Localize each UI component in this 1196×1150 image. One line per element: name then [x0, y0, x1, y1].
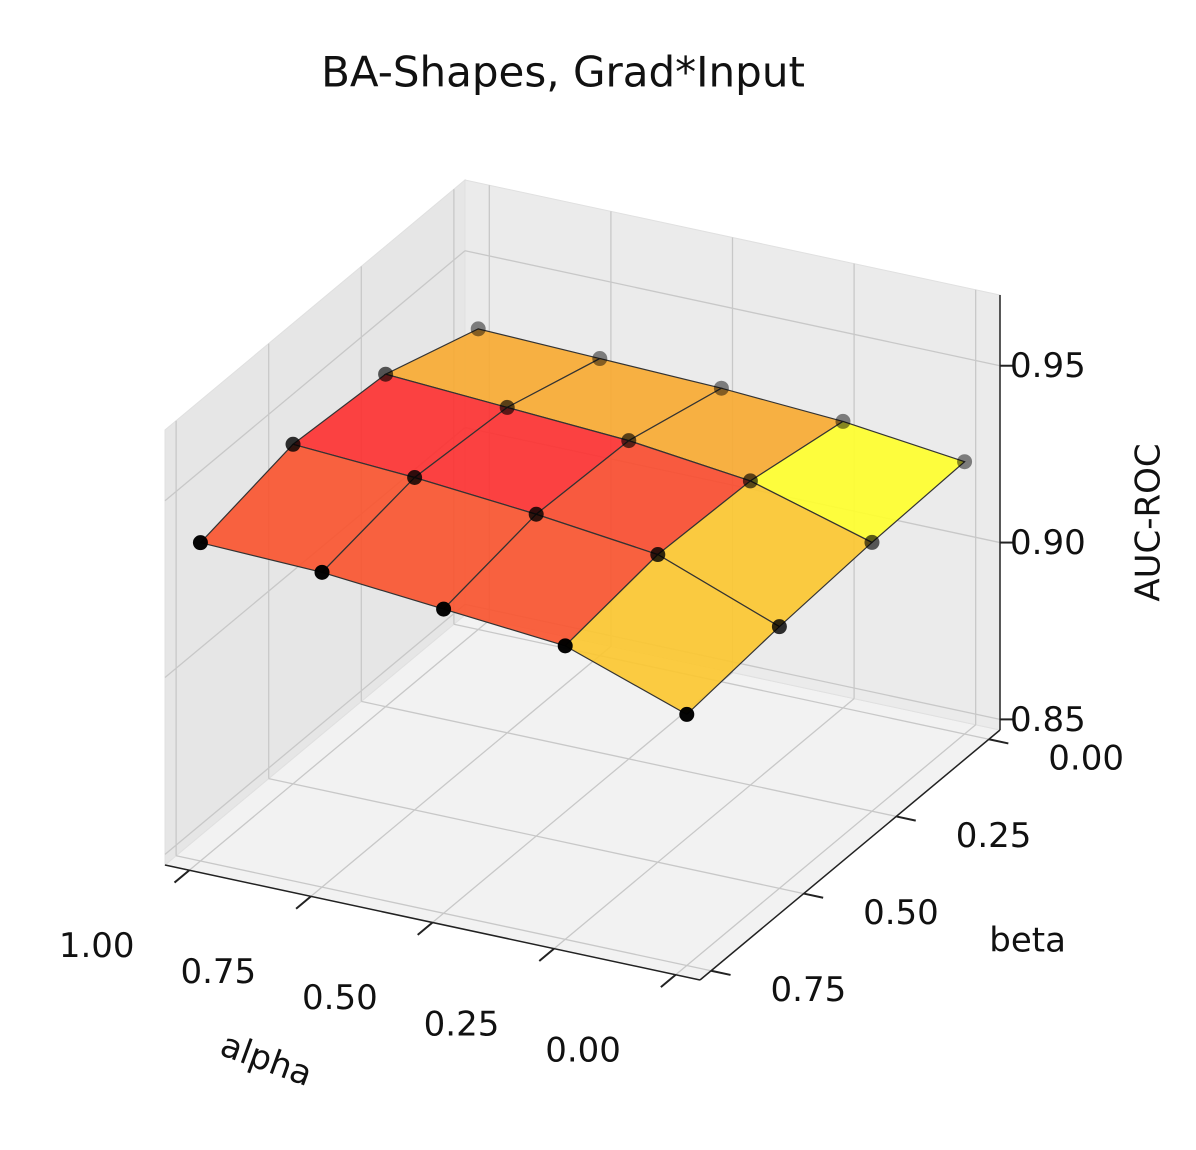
tick-mark — [988, 738, 1009, 745]
z-tick-label: 0.85 — [1010, 700, 1086, 740]
grid-line — [310, 645, 612, 897]
x-axis-label: alpha — [215, 1025, 317, 1095]
x-tick-label: 0.25 — [424, 1004, 500, 1044]
data-point — [864, 534, 880, 550]
grid-line — [553, 698, 855, 950]
data-point — [650, 547, 666, 563]
y-tick-label: 0.50 — [863, 893, 939, 933]
data-point — [192, 535, 208, 551]
data-point — [592, 351, 608, 367]
grid-line — [268, 777, 804, 895]
tick-mark — [295, 895, 312, 910]
data-point — [835, 413, 851, 429]
z-tick-label: 0.95 — [1010, 346, 1086, 386]
grid-line — [464, 250, 1001, 367]
data-point — [957, 454, 973, 470]
data-point — [285, 436, 301, 452]
y-tick-label: 0.25 — [956, 816, 1032, 856]
z-axis-label: AUC-ROC — [1129, 443, 1169, 601]
x-tick-label: 0.50 — [302, 978, 378, 1018]
grid-line — [675, 724, 977, 976]
axis-line — [164, 864, 701, 981]
surface — [192, 321, 973, 722]
axis-line — [699, 729, 1001, 981]
data-point — [742, 473, 758, 489]
tick-mark — [538, 947, 555, 962]
grid-line — [175, 855, 712, 972]
x-tick-label: 0.75 — [180, 952, 256, 992]
grid-line — [361, 700, 897, 818]
tick-mark — [173, 869, 190, 884]
grid-line — [188, 619, 490, 871]
data-point — [470, 321, 486, 337]
data-point — [679, 706, 695, 722]
data-point — [771, 619, 787, 635]
z-tick-label: 0.90 — [1010, 523, 1086, 563]
tick-mark — [660, 974, 677, 988]
data-point — [407, 470, 423, 486]
data-point — [499, 399, 515, 415]
x-tick-label: 1.00 — [59, 926, 135, 966]
tick-mark — [710, 969, 731, 976]
chart-title: BA-Shapes, Grad*Input — [321, 48, 805, 97]
data-point — [528, 506, 544, 522]
data-point — [314, 564, 330, 580]
y-tick-label: 0.75 — [771, 970, 847, 1010]
data-point — [621, 433, 637, 449]
y-tick-label: 0.00 — [1048, 739, 1124, 779]
grid-line — [164, 250, 466, 502]
data-point — [557, 638, 573, 654]
x-tick-label: 0.00 — [545, 1030, 621, 1070]
data-point — [713, 380, 729, 396]
tick-mark — [417, 921, 434, 936]
tick-mark — [803, 892, 824, 899]
y-axis-label: beta — [989, 920, 1066, 960]
grid-line — [164, 603, 466, 855]
tick-mark — [896, 815, 916, 822]
data-point — [378, 366, 394, 382]
data-point — [436, 601, 452, 617]
